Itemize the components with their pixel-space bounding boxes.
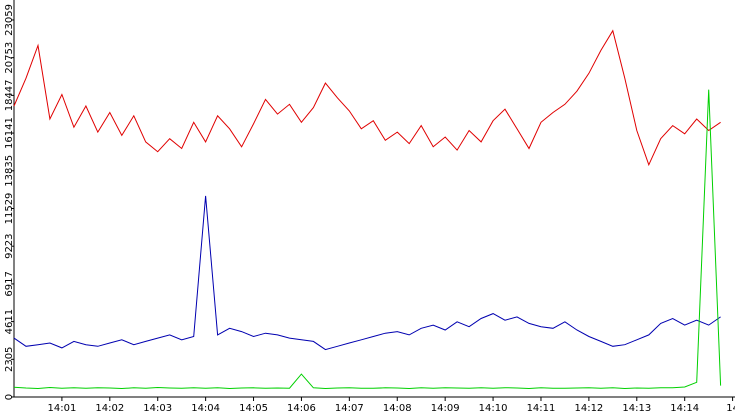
series-line [13, 29, 721, 167]
x-tick-label: 14:02 [95, 403, 124, 414]
y-tick-label: 9223 [4, 233, 15, 258]
y-tick-label: 6917 [4, 271, 15, 296]
x-tick-label: 14:13 [622, 403, 651, 414]
y-tick-label: 11529 [4, 193, 15, 225]
y-tick-label: 4611 [4, 309, 15, 334]
x-tick-label: 14:14 [670, 403, 699, 414]
y-tick-label: 2305 [4, 347, 15, 372]
y-tick-label: 13835 [4, 155, 15, 187]
y-tick-label: 16141 [4, 117, 15, 149]
x-tick-label: 14:05 [239, 403, 268, 414]
x-tick-label: 14:07 [335, 403, 364, 414]
x-tick-label: 14:12 [574, 403, 603, 414]
x-tick-label: 14:01 [47, 403, 76, 414]
x-tick-label: 14:10 [479, 403, 508, 414]
y-tick-label: 20753 [4, 42, 15, 74]
series-line [13, 195, 721, 351]
series-line [13, 89, 722, 390]
x-tick-label: 14:11 [527, 403, 556, 414]
x-tick-label: 14 [726, 403, 735, 414]
y-tick-label: 0 [4, 394, 15, 400]
y-tick-label: 18447 [4, 79, 15, 111]
x-tick-label: 14:09 [431, 403, 460, 414]
x-tick-label: 14:06 [287, 403, 316, 414]
x-tick-label: 14:03 [143, 403, 172, 414]
x-tick-label: 14:04 [191, 403, 220, 414]
x-tick-label: 14:08 [383, 403, 412, 414]
y-tick-label: 23059 [4, 4, 15, 36]
